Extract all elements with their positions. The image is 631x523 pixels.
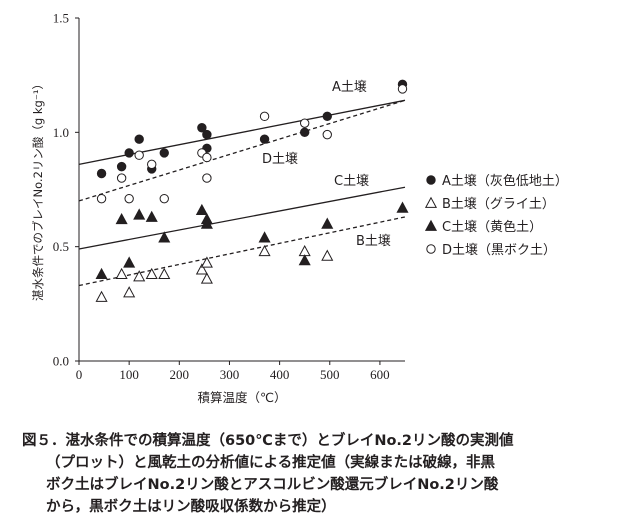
data-point-series-2 [145, 267, 158, 280]
caption-line-1: 図５．湛水条件での積算温度（650℃まで）とブレイNo.2リン酸の実測値 [22, 433, 514, 449]
x-tick-label: 600 [370, 367, 390, 382]
data-point-series-3 [195, 203, 208, 215]
data-point-series-2 [95, 290, 108, 302]
legend-label-4: D土壌（黒ボク土） [442, 243, 556, 258]
fit-line-label: A土壌 [332, 80, 367, 95]
data-point-series-2 [195, 263, 208, 275]
data-point-series-3 [123, 256, 136, 268]
data-point-series-3 [298, 254, 311, 266]
data-point-series-4 [202, 152, 212, 163]
data-point-series-3 [115, 212, 128, 225]
data-point-series-1 [202, 129, 212, 140]
legend-label-3: C土壌（黄色土） [442, 219, 542, 235]
data-point-series-3 [258, 231, 271, 243]
data-point-series-2 [200, 272, 213, 284]
caption-line-4: から，黒ボク土はリン酸吸収係数から推定） [46, 499, 336, 515]
data-point-series-4 [259, 111, 270, 122]
data-point-series-1 [116, 161, 127, 172]
data-point-series-1 [259, 134, 270, 144]
data-point-series-2 [115, 267, 128, 280]
legend-marker-3 [424, 219, 438, 231]
data-point-series-3 [133, 208, 146, 220]
legend-marker-2 [424, 196, 438, 208]
data-point-series-4 [134, 150, 144, 160]
x-tick-label: 300 [220, 367, 240, 382]
fit-line-label: D土壌 [262, 152, 298, 167]
data-point-series-3 [200, 217, 213, 229]
data-point-series-4 [124, 193, 134, 204]
data-point-series-4 [96, 193, 107, 204]
legend-label-2: B土壌（グライ土） [442, 197, 555, 212]
x-tick-label: 0 [76, 367, 83, 382]
data-point-series-1 [299, 127, 310, 138]
y-tick-label: 0.0 [53, 354, 69, 369]
fit-line-C土壌 [78, 186, 406, 250]
chart: 0 100 200 300 400 500 600 0.0 0.5 1.0 1.5 積算温度（℃） 湛水… [31, 11, 568, 406]
legend-marker-1 [426, 175, 436, 185]
data-points [95, 79, 409, 302]
data-point-series-4 [159, 193, 169, 204]
y-axis-title: 湛水条件でのブレイNo.2リン酸（g kg⁻¹） [31, 78, 45, 301]
data-point-series-1 [96, 168, 107, 179]
y-tick-label: 1.5 [53, 11, 69, 26]
y-tick-label: 1.0 [53, 125, 69, 140]
x-tick-label: 200 [170, 367, 190, 382]
data-point-series-1 [124, 148, 134, 158]
data-point-series-2 [123, 286, 136, 298]
figure-caption: 図５．湛水条件での積算温度（650℃まで）とブレイNo.2リン酸の実測値 （プロ… [22, 430, 622, 518]
data-point-series-4 [147, 159, 157, 170]
data-point-series-3 [158, 231, 171, 243]
data-point-series-1 [134, 134, 144, 144]
x-axis-title: 積算温度（℃） [197, 390, 286, 405]
data-point-series-2 [200, 256, 213, 268]
fit-line-D土壌 [78, 99, 406, 202]
legend-marker-4 [426, 244, 436, 254]
data-point-series-4 [116, 173, 127, 183]
data-point-series-4 [202, 173, 212, 183]
data-point-series-2 [258, 244, 271, 257]
data-point-series-2 [158, 267, 171, 280]
caption-line-3: ボク土はブレイNo.2リン酸とアスコルビン酸還元ブレイNo.2リン酸 [46, 477, 499, 493]
data-point-series-3 [321, 217, 334, 229]
data-point-series-2 [133, 270, 146, 282]
data-point-series-3 [396, 201, 409, 213]
data-point-series-1 [322, 111, 332, 122]
fit-line-label: C土壌 [334, 174, 369, 189]
x-tick-label: 500 [320, 367, 340, 382]
fit-line-label: B土壌 [356, 234, 391, 249]
data-point-series-4 [397, 84, 408, 94]
data-point-series-1 [159, 148, 169, 158]
data-point-series-2 [321, 249, 334, 261]
data-point-series-1 [197, 123, 207, 133]
data-point-series-4 [299, 118, 310, 128]
caption-line-2: （プロット）と風乾土の分析値による推定値（実線または破線，非黒 [46, 455, 496, 471]
data-point-series-4 [322, 129, 332, 140]
legend-label-1: A土壌（灰色低地土） [442, 173, 568, 189]
data-point-series-3 [145, 210, 158, 222]
x-tick-label: 400 [270, 367, 290, 382]
y-tick-label: 0.5 [53, 239, 69, 254]
x-tick-label: 100 [119, 367, 139, 382]
data-point-series-3 [95, 267, 108, 280]
chart-axes: 0 100 200 300 400 500 600 0.0 0.5 1.0 1.5 積算温度（℃） 湛水… [31, 11, 405, 405]
legend: A土壌（灰色低地土） B土壌（グライ土） C土壌（黄色土） D土壌（黒ボク土） [424, 173, 568, 258]
regression-lines: A土壌 D土壌 C土壌 B土壌 [78, 80, 406, 287]
fit-line-B土壌 [78, 216, 406, 287]
